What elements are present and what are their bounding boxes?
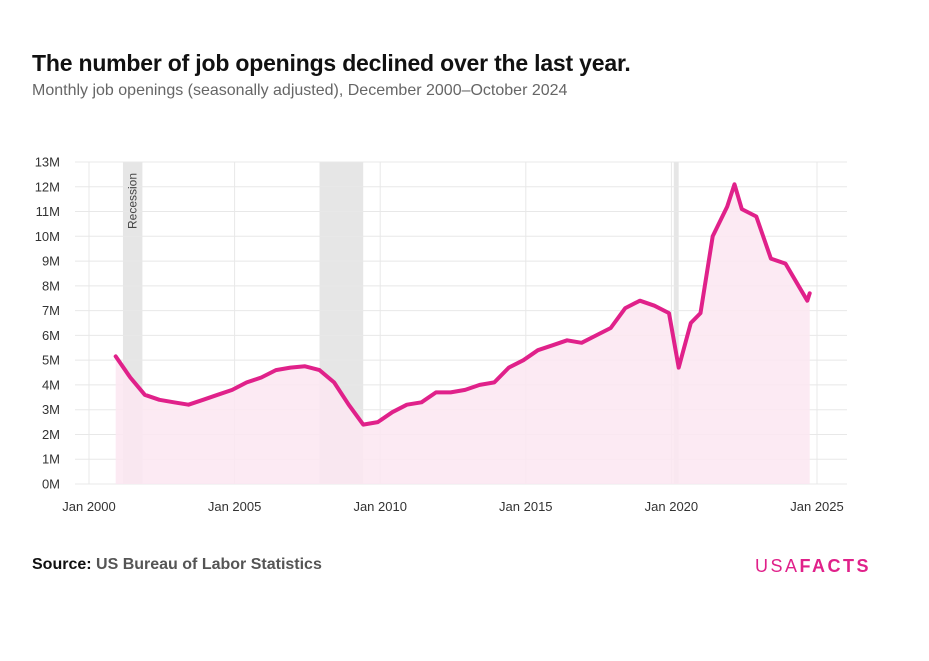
job-openings-area [115, 184, 810, 485]
x-axis-ticks: Jan 2000 Jan 2005 Jan 2010 Jan 2015 Jan 2020… [62, 499, 844, 514]
usafacts-logo: USAFACTS [755, 556, 871, 577]
logo-part-facts: FACTS [799, 556, 872, 576]
y-tick-label: 0M [42, 477, 60, 492]
x-tick-label: Jan 2000 [62, 499, 116, 514]
y-tick-label: 8M [42, 278, 60, 293]
source-text: US Bureau of Labor Statistics [96, 556, 322, 573]
x-tick-label: Jan 2025 [790, 499, 844, 514]
x-tick-label: Jan 2015 [499, 499, 553, 514]
y-tick-label: 1M [42, 452, 60, 467]
job-openings-line [113, 182, 812, 427]
x-tick-label: Jan 2020 [645, 499, 699, 514]
chart-subtitle: Monthly job openings (seasonally adjuste… [32, 82, 568, 99]
x-tick-label: Jan 2005 [208, 499, 262, 514]
y-tick-label: 2M [42, 427, 60, 442]
y-tick-label: 5M [42, 353, 60, 368]
y-tick-label: 3M [42, 402, 60, 417]
y-tick-label: 10M [35, 229, 60, 244]
y-tick-label: 9M [42, 254, 60, 269]
y-tick-label: 7M [42, 303, 60, 318]
logo-part-usa: USA [755, 556, 800, 576]
chart-title: The number of job openings declined over… [32, 50, 631, 76]
source-note: Source: US Bureau of Labor Statistics [32, 556, 322, 574]
source-label: Source: [32, 556, 92, 573]
recession-label: Recession [126, 173, 140, 229]
y-tick-label: 6M [42, 328, 60, 343]
y-axis-ticks: 0M 1M 2M 3M 4M 5M 6M 7M 8M 9M 10M 11M 12M 13M [35, 155, 60, 492]
x-tick-label: Jan 2010 [353, 499, 407, 514]
y-tick-label: 13M [35, 155, 60, 170]
y-tick-label: 11M [36, 204, 60, 219]
y-tick-label: 12M [35, 179, 60, 194]
recession-band-3 [673, 162, 679, 484]
y-tick-label: 4M [42, 377, 60, 392]
